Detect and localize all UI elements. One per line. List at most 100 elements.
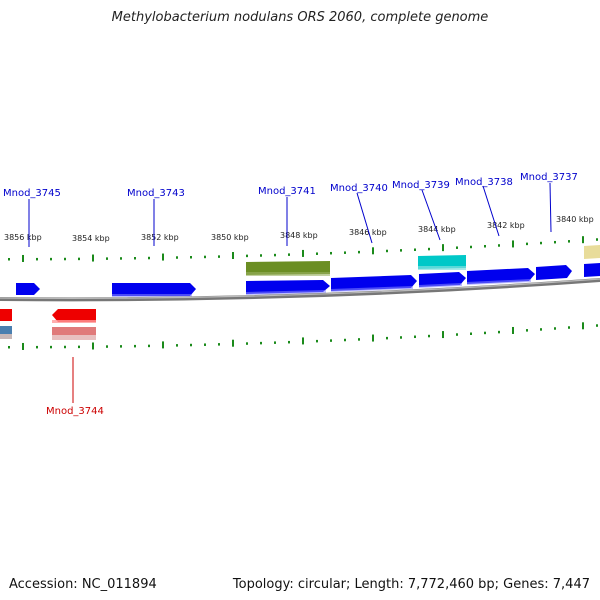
outer-minor-tick [78,257,80,261]
cds-mnod-3743 [112,283,196,296]
outer-minor-tick [288,253,290,256]
outer-minor-tick [190,255,192,259]
outer-minor-tick [470,245,472,249]
pseudo-feature-left-partial [0,326,12,335]
inner-minor-tick [8,345,10,349]
outer-minor-tick [50,257,52,261]
topology-text: Topology: circular; Length: 7,772,460 bp… [232,577,590,592]
gene-label-mnod-3745: Mnod_3745 [3,188,61,199]
inner-major-tick [22,342,24,350]
outer-minor-tick [400,249,402,252]
scale-labels: 3856 kbp 3854 kbp 3852 kbp 3850 kbp 3848… [4,215,594,243]
gene-label-mnod-3739: Mnod_3739 [392,180,450,191]
cyan-feature [418,255,466,269]
scale-label-3848: 3848 kbp [280,231,318,240]
outer-minor-tick [596,238,598,241]
outer-major-tick [232,252,234,260]
outer-major-tick [162,253,164,261]
outer-minor-tick [218,255,220,258]
gene-label-mnod-3737: Mnod_3737 [520,172,578,183]
outer-major-tick [92,254,94,262]
cds-mnod-3739 [419,272,466,287]
outer-minor-tick [554,240,556,244]
olive-feature-shadow [246,272,330,276]
scale-label-3854: 3854 kbp [72,234,110,243]
cds-mnod-3744-shadow [52,320,96,323]
reverse-cds-track [0,309,96,340]
outer-minor-tick [330,251,332,255]
inner-minor-tick [260,341,262,345]
accession-text: Accession: NC_011894 [9,577,157,592]
outer-major-tick [302,249,304,257]
inner-minor-tick [344,338,346,342]
inner-minor-tick [218,343,220,346]
inner-minor-tick [50,345,52,349]
outer-minor-tick [204,255,206,259]
outer-minor-tick [358,250,360,254]
forward-cds-track [16,263,600,297]
cyan-feature-shadow [418,266,466,270]
outer-minor-tick [64,257,66,261]
outer-minor-tick [106,257,108,260]
inner-minor-tick [596,324,598,327]
outer-minor-tick [414,248,416,251]
inner-minor-tick [36,345,38,349]
inner-minor-tick [470,332,472,336]
gene-label-mnod-3744: Mnod_3744 [46,406,104,417]
inner-minor-tick [288,340,290,344]
outer-minor-tick [456,246,458,249]
outer-major-tick [582,236,584,244]
inner-minor-tick [484,331,486,335]
outer-minor-tick [526,242,528,246]
outer-minor-tick [8,257,10,261]
inner-major-tick [442,331,444,339]
outer-minor-tick [120,257,122,260]
inner-major-tick [302,337,304,345]
cds-mnod-3744 [52,309,96,322]
outer-minor-tick [134,257,136,260]
outer-major-tick [22,254,24,262]
inner-major-tick [92,342,94,350]
inner-minor-tick [148,344,150,348]
outer-minor-tick [148,256,150,260]
outer-minor-tick [540,241,542,245]
inner-minor-tick [498,330,500,334]
inner-minor-tick [134,344,136,348]
outer-minor-tick [176,256,178,259]
inner-minor-tick [540,328,542,331]
outer-minor-tick [246,254,248,258]
inner-minor-tick [400,336,402,339]
outer-tick-row [8,236,598,262]
inner-minor-tick [120,345,122,348]
inner-minor-tick [274,341,276,344]
outer-minor-tick [274,253,276,257]
cds-mnod-3745 [16,283,40,295]
inner-tick-row [8,322,598,350]
scale-label-3856: 3856 kbp [4,233,42,242]
pseudo-feature-reverse-shadow [52,335,96,340]
inner-minor-tick [204,343,206,346]
inner-minor-tick [456,333,458,336]
inner-minor-tick [330,339,332,342]
tan-feature [584,245,600,259]
inner-minor-tick [176,344,178,347]
gene-labels: Mnod_3745 Mnod_3743 Mnod_3741 Mnod_3740 … [3,172,578,417]
outer-minor-tick [428,247,430,251]
outer-major-tick [512,240,514,248]
inner-minor-tick [428,334,430,338]
label-leaders [28,182,552,403]
inner-minor-tick [568,326,570,329]
scale-label-3842: 3842 kbp [487,221,525,230]
scale-label-3852: 3852 kbp [141,233,179,242]
inner-major-tick [582,322,584,330]
outer-minor-tick [316,252,318,255]
scale-label-3846: 3846 kbp [349,228,387,237]
outer-minor-tick [484,244,486,248]
outer-minor-tick [568,240,570,243]
outer-major-tick [442,244,444,252]
outer-minor-tick [260,254,262,257]
inner-minor-tick [64,345,66,349]
inner-minor-tick [246,342,248,345]
gene-label-mnod-3740: Mnod_3740 [330,183,388,194]
